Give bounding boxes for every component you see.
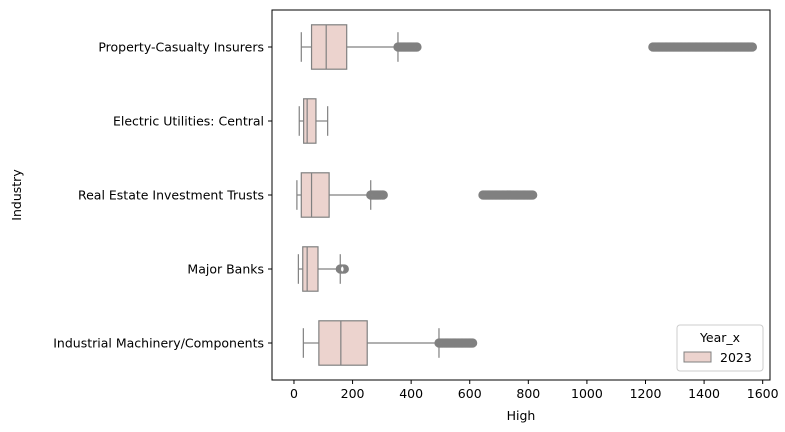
axis-ticks: Property-Casualty Insurers Electric Utili…: [53, 40, 778, 402]
y-tick-label: Property-Casualty Insurers: [98, 40, 264, 55]
outlier-point: [378, 190, 388, 200]
box-group: [300, 24, 758, 70]
box-group: [297, 246, 349, 292]
box-group: [296, 172, 538, 218]
legend-title: Year_x: [699, 330, 740, 345]
legend-label: 2023: [720, 350, 752, 365]
plot-area: [271, 9, 771, 381]
iqr-box: [303, 98, 317, 144]
iqr-box: [310, 24, 348, 70]
y-tick-label: Real Estate Investment Trusts: [78, 188, 264, 203]
iqr-box: [300, 172, 330, 218]
outlier-point: [747, 42, 758, 52]
box-group: [302, 320, 478, 366]
x-axis-title: High: [507, 408, 536, 423]
x-tick-label: 0: [290, 386, 298, 401]
box-group: [298, 98, 329, 144]
iqr-box: [302, 246, 319, 292]
y-axis-title: Industry: [9, 169, 24, 221]
x-tick-label: 1400: [688, 386, 720, 401]
legend-swatch: [683, 351, 712, 363]
outlier-point: [412, 42, 422, 52]
y-tick-label: Industrial Machinery/Components: [53, 336, 264, 351]
x-tick-label: 400: [399, 386, 423, 401]
iqr-box: [318, 320, 368, 366]
x-tick-label: 200: [341, 386, 365, 401]
x-tick-label: 800: [516, 386, 540, 401]
x-tick-label: 600: [458, 386, 482, 401]
y-tick-label: Electric Utilities: Central: [113, 114, 264, 129]
outlier-point: [528, 190, 538, 200]
legend: Year_x 2023: [676, 324, 764, 372]
x-tick-label: 1000: [571, 386, 603, 401]
x-tick-label: 1200: [630, 386, 662, 401]
outlier-point: [339, 264, 349, 274]
outlier-point: [468, 338, 478, 348]
y-tick-label: Major Banks: [187, 262, 264, 277]
x-tick-label: 1600: [747, 386, 779, 401]
